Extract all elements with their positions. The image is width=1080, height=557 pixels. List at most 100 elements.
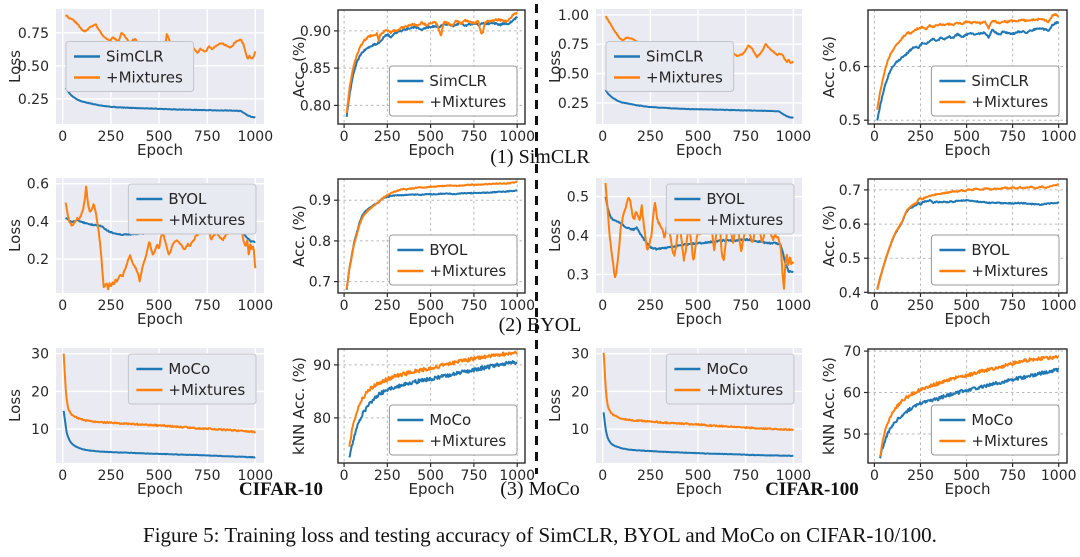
svg-text:BYOL: BYOL (706, 190, 745, 208)
plot-moco-loss-cifar100: 0 250 500 750 1000 10 20 30 Epoch Loss MoCo +Mixtur… (546, 343, 811, 499)
svg-text:Loss: Loss (546, 219, 564, 252)
svg-text:0.6: 0.6 (27, 177, 49, 193)
svg-text:+Mixtures: +Mixtures (706, 211, 783, 229)
svg-text:+Mixtures: +Mixtures (429, 262, 506, 280)
svg-text:SimCLR: SimCLR (971, 72, 1029, 90)
svg-text:0: 0 (340, 468, 349, 484)
plot-byol-acc-cifar10: 0 250 500 750 1000 0.7 0.8 0.9 Epoch Acc. (%) BYOL… (290, 173, 535, 329)
chart-svg-byol-acc-cifar100: 0 250 500 750 1000 0.4 0.5 0.6 0.7 Epoch Acc. (%) B… (820, 178, 1077, 328)
svg-text:0: 0 (598, 468, 607, 484)
group-label-simclr: (1) SimCLR (490, 146, 590, 168)
svg-text:Acc. (%): Acc. (%) (820, 36, 838, 98)
svg-text:250: 250 (907, 468, 934, 484)
svg-text:0.6: 0.6 (839, 217, 861, 233)
svg-text:Loss: Loss (6, 50, 24, 83)
svg-text:0.9: 0.9 (309, 193, 331, 209)
svg-text:SimCLR: SimCLR (106, 48, 164, 66)
svg-text:750: 750 (194, 298, 221, 314)
chart-svg-moco-knn-cifar10: 0 250 500 750 1000 80 90 Epoch kNN Acc. (%) MoCo +… (290, 348, 535, 498)
svg-text:BYOL: BYOL (429, 241, 468, 259)
svg-text:0.80: 0.80 (300, 98, 331, 114)
svg-text:0.75: 0.75 (558, 37, 589, 53)
svg-text:MoCo: MoCo (168, 360, 210, 378)
svg-text:BYOL: BYOL (971, 241, 1010, 259)
svg-text:Epoch: Epoch (676, 310, 722, 328)
svg-text:250: 250 (98, 129, 125, 145)
dataset-label-cifar100: CIFAR-100 (765, 479, 859, 500)
svg-text:0: 0 (598, 298, 607, 314)
svg-text:1000: 1000 (776, 468, 812, 484)
svg-text:MoCo: MoCo (706, 360, 748, 378)
chart-svg-byol-loss-cifar100: 0 250 500 750 1000 0.3 0.4 0.5 Epoch Loss BYOL +Mix… (546, 178, 811, 328)
chart-svg-simclr-loss-cifar100: 0 250 500 750 1000 0.25 0.50 0.75 1.00 Epoch Loss S… (546, 8, 811, 159)
svg-text:Loss: Loss (6, 389, 24, 422)
plot-moco-knn-cifar100: 0 250 500 750 1000 50 60 70 Epoch kNN Acc. (%) MoC… (820, 343, 1077, 499)
svg-text:1.00: 1.00 (558, 8, 589, 24)
svg-text:0: 0 (870, 129, 879, 145)
svg-text:750: 750 (732, 468, 759, 484)
svg-text:30: 30 (31, 347, 49, 363)
svg-text:500: 500 (953, 468, 980, 484)
svg-text:250: 250 (637, 298, 664, 314)
svg-text:250: 250 (374, 468, 401, 484)
svg-text:Epoch: Epoch (945, 310, 991, 328)
svg-text:1000: 1000 (776, 129, 812, 145)
svg-text:0.25: 0.25 (558, 96, 589, 112)
svg-text:+Mixtures: +Mixtures (971, 432, 1048, 450)
svg-text:750: 750 (999, 298, 1026, 314)
svg-text:0.7: 0.7 (839, 183, 861, 199)
svg-text:0.3: 0.3 (567, 267, 589, 283)
svg-text:+Mixtures: +Mixtures (168, 381, 245, 399)
svg-text:Epoch: Epoch (137, 310, 183, 328)
svg-text:0: 0 (58, 298, 67, 314)
svg-text:500: 500 (685, 129, 712, 145)
svg-text:0.5: 0.5 (839, 251, 861, 267)
dataset-divider-line (535, 4, 538, 474)
svg-text:Epoch: Epoch (409, 480, 455, 498)
svg-text:0.75: 0.75 (18, 26, 49, 42)
plot-simclr-loss-cifar10: 0 250 500 750 1000 0.25 0.50 0.75 Epoch Loss SimCL… (6, 4, 273, 160)
svg-text:750: 750 (999, 468, 1026, 484)
svg-text:Epoch: Epoch (945, 141, 991, 159)
svg-text:500: 500 (417, 129, 444, 145)
svg-text:SimCLR: SimCLR (429, 72, 487, 90)
svg-text:0: 0 (58, 468, 67, 484)
svg-text:0.6: 0.6 (839, 60, 861, 76)
svg-text:Acc. (%): Acc. (%) (820, 205, 838, 267)
svg-text:750: 750 (461, 468, 488, 484)
chart-svg-moco-knn-cifar100: 0 250 500 750 1000 50 60 70 Epoch kNN Acc. (%) MoC… (820, 344, 1077, 498)
svg-text:0.25: 0.25 (18, 92, 49, 108)
chart-svg-byol-acc-cifar10: 0 250 500 750 1000 0.7 0.8 0.9 Epoch Acc. (%) BYOL… (290, 178, 535, 328)
figure-caption: Figure 5: Training loss and testing accu… (143, 523, 937, 547)
svg-text:20: 20 (571, 384, 589, 400)
svg-text:Epoch: Epoch (137, 141, 183, 159)
svg-text:1000: 1000 (1041, 298, 1077, 314)
svg-text:Epoch: Epoch (409, 310, 455, 328)
svg-text:250: 250 (637, 129, 664, 145)
svg-text:750: 750 (732, 298, 759, 314)
dataset-label-cifar10: CIFAR-10 (238, 479, 324, 500)
svg-text:250: 250 (98, 468, 125, 484)
svg-text:750: 750 (194, 468, 221, 484)
svg-text:BYOL: BYOL (168, 190, 207, 208)
svg-text:90: 90 (313, 358, 331, 374)
svg-text:0.4: 0.4 (839, 285, 861, 301)
svg-text:20: 20 (31, 384, 49, 400)
chart-svg-moco-loss-cifar100: 0 250 500 750 1000 10 20 30 Epoch Loss MoCo +Mixtur… (546, 347, 811, 498)
svg-text:500: 500 (417, 468, 444, 484)
svg-text:0.90: 0.90 (300, 24, 331, 40)
svg-text:SimCLR: SimCLR (646, 48, 704, 66)
svg-text:70: 70 (843, 344, 861, 360)
svg-text:500: 500 (685, 298, 712, 314)
svg-text:1000: 1000 (237, 129, 273, 145)
svg-text:Epoch: Epoch (676, 141, 722, 159)
svg-text:0.50: 0.50 (558, 67, 589, 83)
svg-text:500: 500 (146, 129, 173, 145)
plot-simclr-loss-cifar100: 0 250 500 750 1000 0.25 0.50 0.75 1.00 Epoch Loss S… (546, 4, 811, 160)
plot-simclr-acc-cifar10: 0 250 500 750 1000 0.80 0.85 0.90 Epoch Acc. (%) S… (290, 4, 535, 160)
svg-text:500: 500 (685, 468, 712, 484)
svg-text:0.50: 0.50 (18, 59, 49, 75)
plot-moco-loss-cifar10: 0 250 500 750 1000 10 20 30 Epoch Loss MoCo +Mixtur… (6, 343, 273, 499)
svg-text:0.85: 0.85 (300, 61, 331, 77)
svg-text:1000: 1000 (499, 468, 535, 484)
